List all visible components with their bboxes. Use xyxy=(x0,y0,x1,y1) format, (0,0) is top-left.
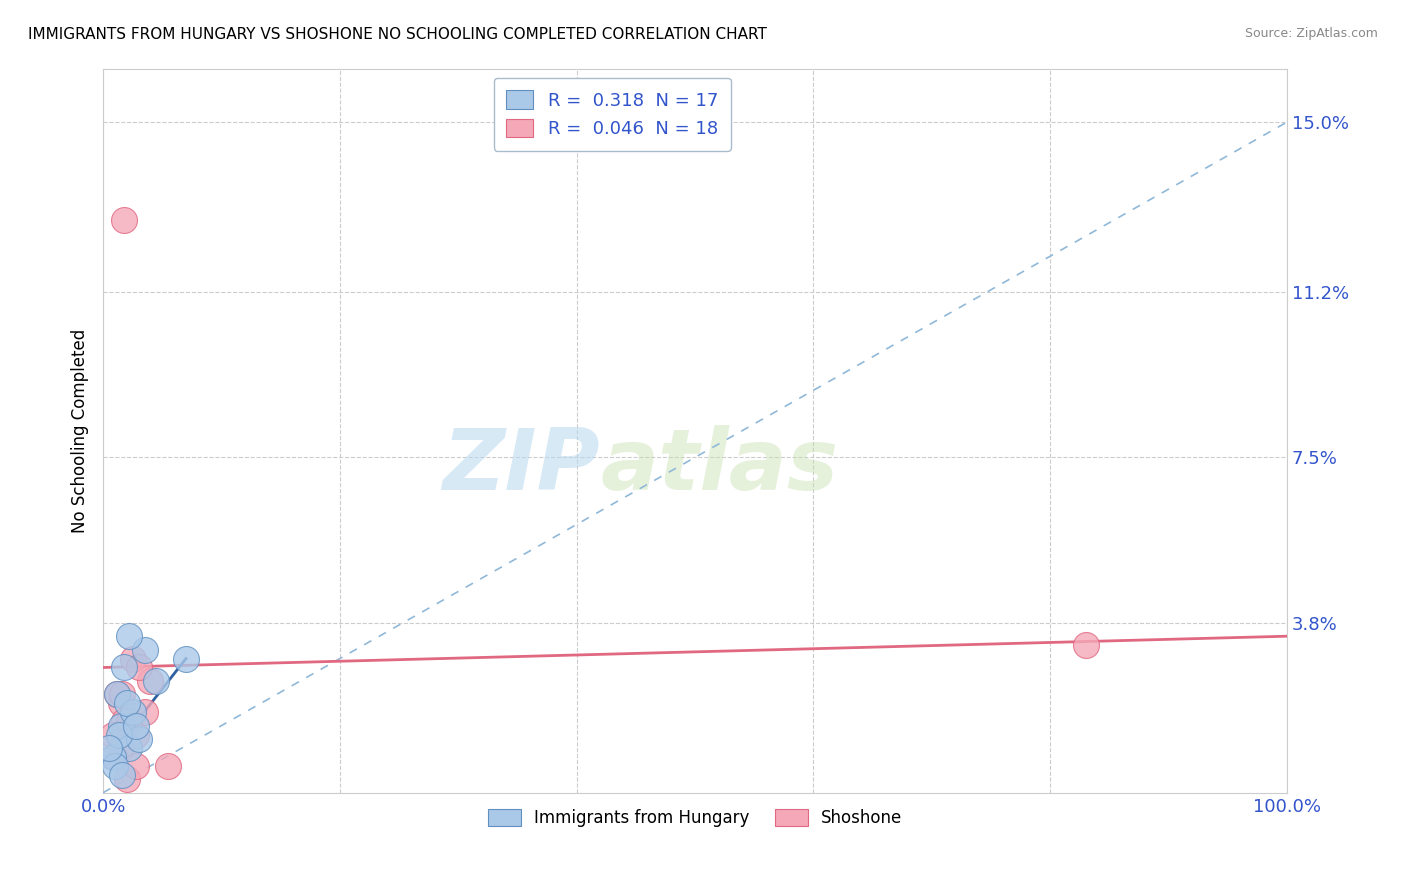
Point xyxy=(118,714,141,728)
Text: Source: ZipAtlas.com: Source: ZipAtlas.com xyxy=(1244,27,1378,40)
Point xyxy=(114,714,136,728)
Point xyxy=(125,718,148,732)
Point xyxy=(98,741,121,756)
Point xyxy=(105,687,128,701)
Point xyxy=(105,687,128,701)
Point xyxy=(134,642,156,657)
Point xyxy=(145,673,167,688)
Point xyxy=(139,673,162,688)
Point xyxy=(125,759,148,773)
Text: atlas: atlas xyxy=(600,425,838,508)
Point xyxy=(110,741,132,756)
Point xyxy=(115,772,138,787)
Point xyxy=(104,759,127,773)
Point xyxy=(110,718,132,732)
Point xyxy=(128,660,150,674)
Text: IMMIGRANTS FROM HUNGARY VS SHOSHONE NO SCHOOLING COMPLETED CORRELATION CHART: IMMIGRANTS FROM HUNGARY VS SHOSHONE NO S… xyxy=(28,27,768,42)
Point xyxy=(104,750,127,764)
Point xyxy=(111,768,134,782)
Point xyxy=(111,687,134,701)
Point xyxy=(114,660,136,674)
Y-axis label: No Schooling Completed: No Schooling Completed xyxy=(72,328,89,533)
Point xyxy=(121,651,143,665)
Point xyxy=(114,213,136,227)
Point xyxy=(101,750,124,764)
Point xyxy=(115,696,138,710)
Point xyxy=(121,705,143,719)
Legend: Immigrants from Hungary, Shoshone: Immigrants from Hungary, Shoshone xyxy=(479,800,911,835)
Point xyxy=(118,629,141,643)
Point xyxy=(125,727,148,741)
Point xyxy=(110,696,132,710)
Point xyxy=(1074,638,1097,652)
Point xyxy=(118,741,141,756)
Point xyxy=(134,705,156,719)
Point xyxy=(107,727,129,741)
Point xyxy=(101,727,124,741)
Point xyxy=(128,731,150,746)
Text: ZIP: ZIP xyxy=(443,425,600,508)
Point xyxy=(174,651,197,665)
Point xyxy=(157,759,180,773)
